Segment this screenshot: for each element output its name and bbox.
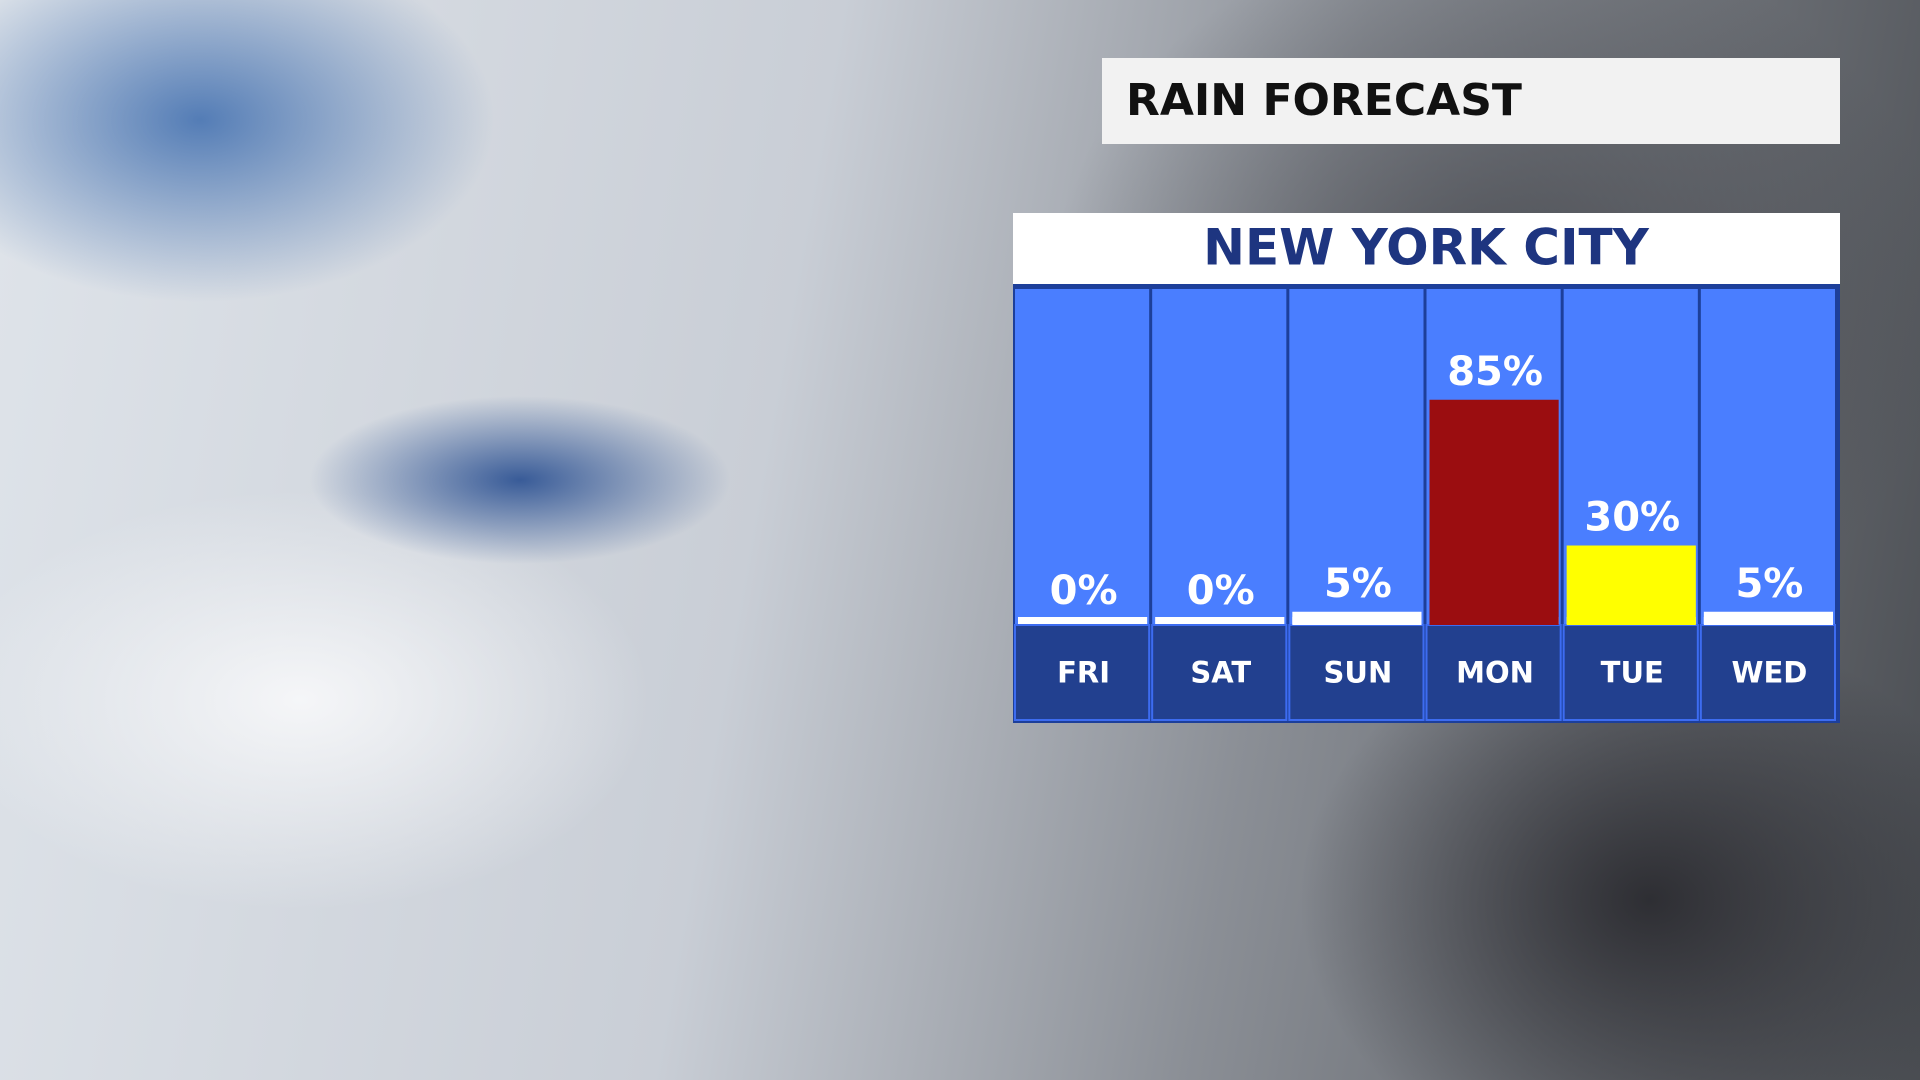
value-label: 85% [1447,349,1543,395]
day-cell [1014,624,1151,721]
chart-title: NEW YORK CITY [1203,219,1650,277]
bar [1429,399,1559,625]
bar [1292,611,1422,625]
column [1700,289,1835,625]
x-tick-label: WED [1731,656,1807,690]
chart-header [1013,213,1840,284]
baseline-strip [1155,617,1285,625]
day-cell [1288,624,1425,721]
column [1289,289,1424,625]
x-tick-label: SAT [1190,656,1251,690]
value-label: 0% [1050,568,1118,614]
column [1015,289,1150,625]
value-label: 0% [1187,568,1255,614]
day-cell [1151,624,1288,721]
baseline-strip [1018,617,1148,625]
bar [1703,611,1833,625]
column [1152,289,1287,625]
value-label: 5% [1735,561,1803,607]
day-cell [1699,624,1837,721]
x-tick-label: TUE [1601,656,1664,690]
day-cell [1425,624,1562,721]
value-label: 5% [1324,561,1392,607]
bar [1566,545,1696,625]
page-title: RAIN FORECAST [1102,58,1840,144]
x-tick-label: MON [1456,656,1534,690]
value-label: 30% [1584,495,1680,541]
x-tick-label: SUN [1324,656,1393,690]
x-tick-label: FRI [1057,656,1110,690]
